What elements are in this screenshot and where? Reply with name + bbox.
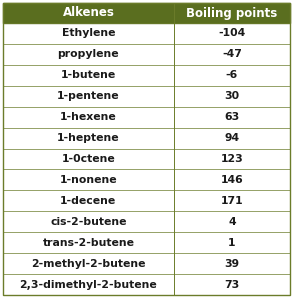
Text: -6: -6: [226, 70, 238, 80]
Bar: [3, 65, 290, 86]
Text: 1-decene: 1-decene: [60, 196, 117, 206]
Bar: [3, 86, 290, 107]
Bar: [3, 211, 290, 232]
Text: 73: 73: [224, 280, 239, 290]
Bar: [3, 128, 290, 148]
Bar: [3, 44, 290, 65]
Text: Ethylene: Ethylene: [62, 28, 115, 38]
Text: 1-heptene: 1-heptene: [57, 133, 120, 143]
Bar: [3, 253, 290, 274]
Text: 146: 146: [221, 175, 243, 185]
Bar: [3, 190, 290, 211]
Bar: [3, 3, 290, 23]
Text: 123: 123: [221, 154, 243, 164]
Text: 30: 30: [224, 91, 239, 101]
Text: 171: 171: [221, 196, 243, 206]
Text: 39: 39: [224, 259, 239, 269]
Text: cis-2-butene: cis-2-butene: [50, 217, 127, 227]
Text: Alkenes: Alkenes: [62, 7, 114, 20]
Bar: [3, 274, 290, 295]
Text: 1-butene: 1-butene: [61, 70, 116, 80]
Text: 94: 94: [224, 133, 239, 143]
Text: 1: 1: [228, 238, 236, 248]
Text: 2-methyl-2-butene: 2-methyl-2-butene: [31, 259, 146, 269]
Bar: [3, 23, 290, 44]
Bar: [3, 107, 290, 128]
Text: 1-0ctene: 1-0ctene: [62, 154, 115, 164]
Text: -104: -104: [218, 28, 246, 38]
Text: 2,3-dimethyl-2-butene: 2,3-dimethyl-2-butene: [20, 280, 157, 290]
Text: -47: -47: [222, 50, 242, 59]
Bar: [3, 148, 290, 170]
Bar: [3, 232, 290, 253]
Text: 63: 63: [224, 112, 239, 122]
Text: Boiling points: Boiling points: [186, 7, 277, 20]
Text: trans-2-butene: trans-2-butene: [42, 238, 134, 248]
Bar: [3, 169, 290, 190]
Text: 1-pentene: 1-pentene: [57, 91, 120, 101]
Text: 1-hexene: 1-hexene: [60, 112, 117, 122]
Text: 4: 4: [228, 217, 236, 227]
Text: 1-nonene: 1-nonene: [59, 175, 117, 185]
Text: propylene: propylene: [57, 50, 119, 59]
